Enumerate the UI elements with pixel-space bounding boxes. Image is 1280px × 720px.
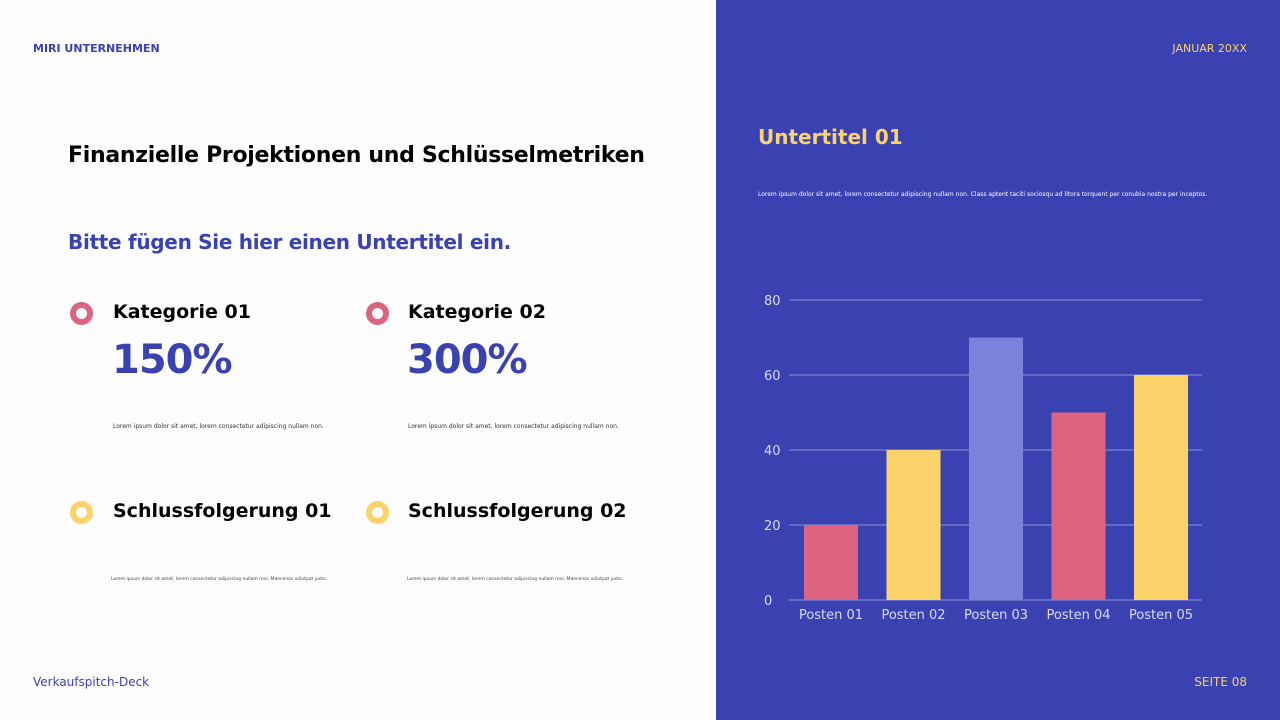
deck-name: Verkaufspitch-Deck bbox=[33, 675, 150, 689]
page-number: SEITE 08 bbox=[1194, 675, 1247, 689]
y-tick-label: 80 bbox=[764, 294, 781, 309]
right-panel: JANUAR 20XX Untertitel 01 Lorem ipsum do… bbox=[716, 0, 1280, 720]
date: JANUAR 20XX bbox=[1172, 42, 1247, 55]
y-tick-label: 20 bbox=[764, 519, 781, 534]
metric-label: Kategorie 02 bbox=[408, 301, 546, 323]
left-panel: MIRI UNTERNEHMEN Finanzielle Projektione… bbox=[33, 42, 645, 689]
metric-value: 150% bbox=[112, 337, 233, 383]
ring-icon bbox=[366, 501, 389, 524]
page-title: Finanzielle Projektionen und Schlüsselme… bbox=[68, 143, 645, 168]
y-tick-label: 60 bbox=[764, 369, 781, 384]
bar bbox=[1134, 375, 1188, 600]
page-subtitle: Bitte fügen Sie hier einen Untertitel ei… bbox=[68, 230, 511, 254]
y-tick-label: 40 bbox=[764, 444, 781, 459]
right-text: Lorem ipsum dolor sit amet, lorem consec… bbox=[758, 191, 1208, 198]
x-tick-label: Posten 03 bbox=[964, 608, 1028, 623]
conclusion-label: Schlussfolgerung 01 bbox=[113, 500, 332, 522]
x-tick-label: Posten 04 bbox=[1046, 608, 1110, 623]
bar bbox=[804, 525, 858, 600]
conclusion-text: Lorem ipsum dolor sit amet, lorem consec… bbox=[407, 577, 623, 582]
metric-value: 300% bbox=[407, 337, 528, 383]
x-tick-label: Posten 05 bbox=[1129, 608, 1193, 623]
conclusion-text: Lorem ipsum dolor sit amet, lorem consec… bbox=[111, 577, 327, 582]
bar bbox=[969, 337, 1023, 600]
bar bbox=[1051, 412, 1106, 600]
x-tick-label: Posten 01 bbox=[799, 608, 863, 623]
y-tick-label: 0 bbox=[764, 594, 772, 609]
right-subtitle: Untertitel 01 bbox=[758, 125, 903, 149]
ring-icon bbox=[70, 302, 93, 325]
x-tick-label: Posten 02 bbox=[881, 608, 945, 623]
ring-icon bbox=[70, 501, 93, 524]
conclusion-label: Schlussfolgerung 02 bbox=[408, 500, 627, 522]
bar-chart: 0 20 40 60 80 Posten 01 Posten 02 Posten 03 Post… bbox=[764, 294, 1202, 623]
company-name: MIRI UNTERNEHMEN bbox=[33, 42, 160, 55]
bar bbox=[886, 450, 941, 600]
metric-text: Lorem ipsum dolor sit amet, lorem consec… bbox=[113, 423, 324, 430]
ring-icon bbox=[366, 302, 389, 325]
metric-text: Lorem ipsum dolor sit amet, lorem consec… bbox=[408, 423, 619, 430]
metric-label: Kategorie 01 bbox=[113, 301, 251, 323]
